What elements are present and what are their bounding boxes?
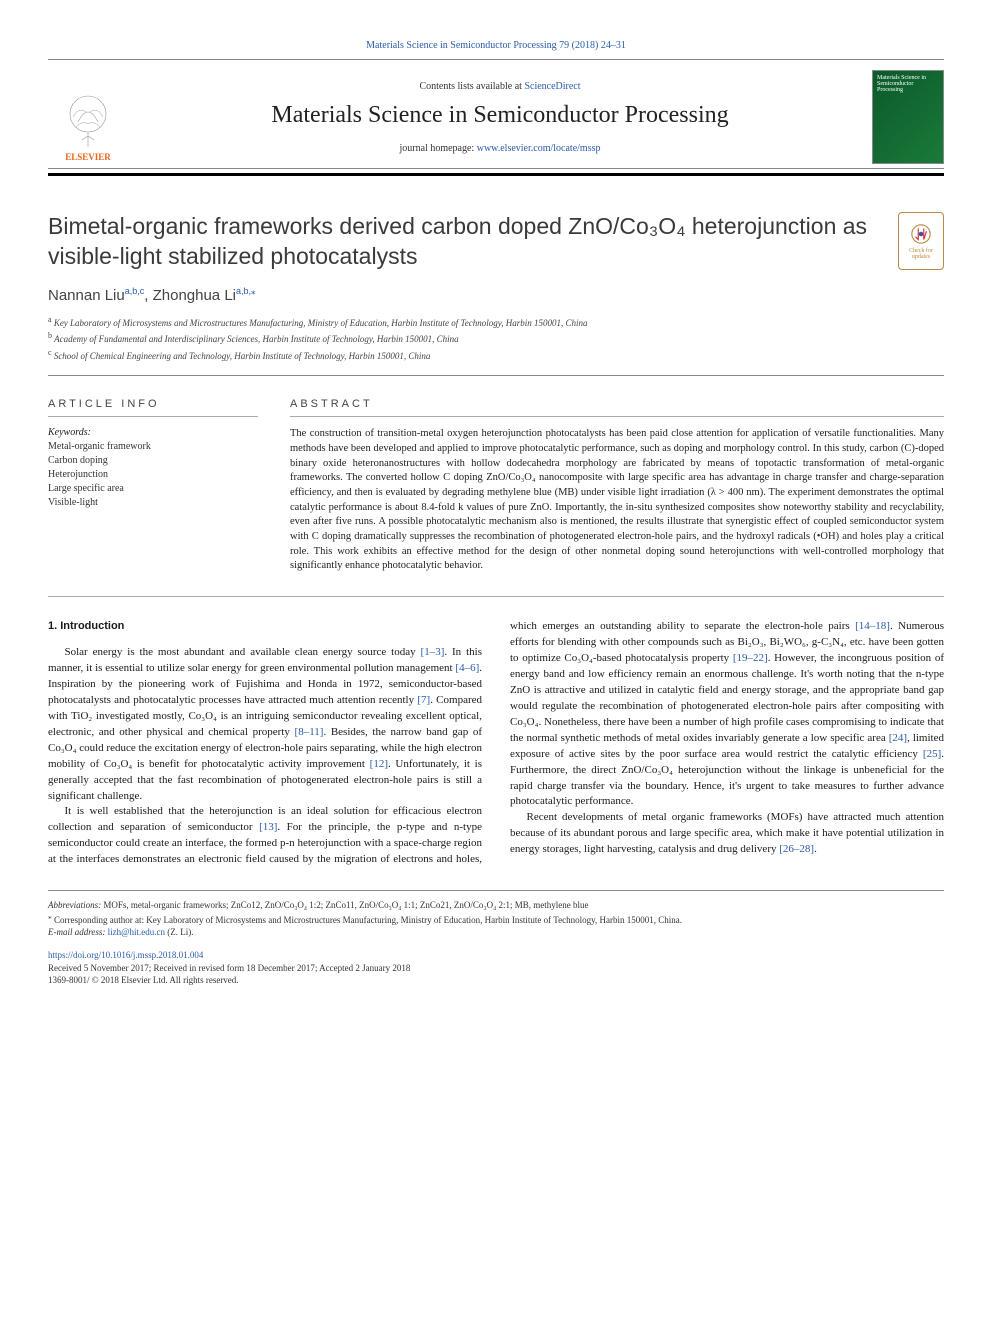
ref-link[interactable]: [12] xyxy=(370,758,388,770)
keyword: Heterojunction xyxy=(48,468,258,482)
check-updates-badge[interactable]: Check for updates xyxy=(898,212,944,270)
journal-name: Materials Science in Semiconductor Proce… xyxy=(144,102,856,129)
header-citation: Materials Science in Semiconductor Proce… xyxy=(48,40,944,51)
contents-prefix: Contents lists available at xyxy=(419,81,524,92)
divider xyxy=(48,596,944,597)
ref-link[interactable]: [1–3] xyxy=(421,646,445,658)
body-text: 1. Introduction Solar energy is the most… xyxy=(48,619,944,868)
ref-link[interactable]: [19–22] xyxy=(733,652,768,664)
ref-link[interactable]: [14–18] xyxy=(855,620,890,632)
intro-heading: 1. Introduction xyxy=(48,619,482,635)
body-para: Recent developments of metal organic fra… xyxy=(510,810,944,858)
contents-line: Contents lists available at ScienceDirec… xyxy=(144,81,856,92)
homepage-line: journal homepage: www.elsevier.com/locat… xyxy=(144,143,856,154)
ref-link[interactable]: [4–6] xyxy=(455,662,479,674)
email-line: E-mail address: lizh@hit.edu.cn (Z. Li). xyxy=(48,926,944,939)
ref-link[interactable]: [13] xyxy=(259,821,277,833)
sciencedirect-link[interactable]: ScienceDirect xyxy=(524,81,580,92)
aff-label: a xyxy=(48,315,52,324)
affiliations: a Key Laboratory of Microsystems and Mic… xyxy=(48,314,944,364)
updates-label: Check for updates xyxy=(902,248,940,260)
corresponding-text: Corresponding author at: Key Laboratory … xyxy=(52,915,682,925)
divider xyxy=(48,168,944,169)
keyword: Metal-organic framework xyxy=(48,440,258,454)
ref-link[interactable]: [7] xyxy=(417,694,430,706)
abstract-column: ABSTRACT The construction of transition-… xyxy=(290,398,944,574)
abbrev-text: MOFs, metal-organic frameworks; ZnCo12, … xyxy=(101,900,588,910)
aff-text: Academy of Fundamental and Interdiscipli… xyxy=(54,334,459,344)
divider xyxy=(48,59,944,60)
email-link[interactable]: lizh@hit.edu.cn xyxy=(108,927,165,937)
article-info-header: ARTICLE INFO xyxy=(48,398,258,417)
email-suffix: (Z. Li). xyxy=(165,927,194,937)
author-name: Nannan Liu xyxy=(48,287,125,304)
body-para: Solar energy is the most abundant and av… xyxy=(48,645,482,804)
updates-icon xyxy=(910,223,932,245)
abstract-text: The construction of transition-metal oxy… xyxy=(290,427,944,574)
corresponding-mark: ⁎ xyxy=(251,286,256,296)
tree-icon xyxy=(58,92,118,152)
abbreviations: Abbreviations: MOFs, metal-organic frame… xyxy=(48,899,944,912)
email-label: E-mail address: xyxy=(48,927,108,937)
copyright-text: 1369-8001/ © 2018 Elsevier Ltd. All righ… xyxy=(48,974,944,987)
homepage-prefix: journal homepage: xyxy=(400,143,477,154)
authors: Nannan Liua,b,c, Zhonghua Lia,b,⁎ xyxy=(48,286,944,304)
ref-link[interactable]: [25] xyxy=(923,748,941,760)
divider-thick xyxy=(48,173,944,176)
keywords-label: Keywords: xyxy=(48,427,258,438)
doi-link[interactable]: https://doi.org/10.1016/j.mssp.2018.01.0… xyxy=(48,950,203,960)
elsevier-text: ELSEVIER xyxy=(65,152,111,162)
journal-cover-thumbnail: Materials Science in Semiconductor Proce… xyxy=(872,70,944,164)
footer: Abbreviations: MOFs, metal-organic frame… xyxy=(48,890,944,987)
abstract-header: ABSTRACT xyxy=(290,398,944,417)
citation-link[interactable]: Materials Science in Semiconductor Proce… xyxy=(366,40,626,51)
ref-link[interactable]: [8–11] xyxy=(295,726,324,738)
aff-label: c xyxy=(48,348,52,357)
masthead: ELSEVIER Contents lists available at Sci… xyxy=(48,64,944,164)
keyword: Carbon doping xyxy=(48,454,258,468)
aff-text: School of Chemical Engineering and Techn… xyxy=(54,351,431,361)
abbrev-label: Abbreviations: xyxy=(48,900,101,910)
elsevier-logo: ELSEVIER xyxy=(48,72,128,162)
aff-label: b xyxy=(48,331,52,340)
author-aff-sup: a,b, xyxy=(236,286,251,296)
author-name: Zhonghua Li xyxy=(153,287,236,304)
aff-text: Key Laboratory of Microsystems and Micro… xyxy=(54,318,588,328)
keyword: Large specific area xyxy=(48,482,258,496)
received-text: Received 5 November 2017; Received in re… xyxy=(48,962,944,975)
author-aff-sup: a,b,c xyxy=(125,286,145,296)
divider xyxy=(48,375,944,376)
article-info-column: ARTICLE INFO Keywords: Metal-organic fra… xyxy=(48,398,258,574)
keywords-list: Metal-organic framework Carbon doping He… xyxy=(48,440,258,510)
keyword: Visible-light xyxy=(48,496,258,510)
cover-title: Materials Science in Semiconductor Proce… xyxy=(877,75,926,93)
ref-link[interactable]: [24] xyxy=(889,732,907,744)
corresponding: ⁎ Corresponding author at: Key Laborator… xyxy=(48,912,944,927)
ref-link[interactable]: [26–28] xyxy=(779,843,814,855)
article-title: Bimetal-organic frameworks derived carbo… xyxy=(48,212,886,272)
homepage-link[interactable]: www.elsevier.com/locate/mssp xyxy=(477,143,601,154)
